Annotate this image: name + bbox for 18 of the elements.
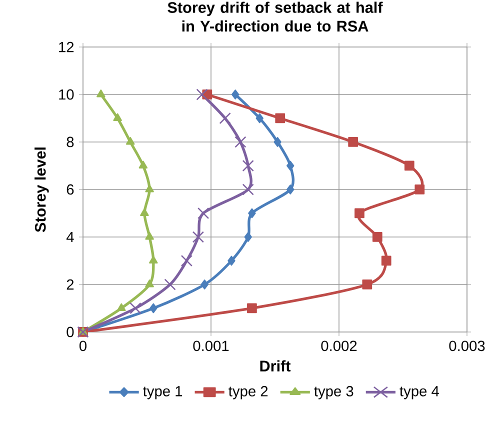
chart-title: Storey drift of setback at half in Y-direction due to RSA — [168, 2, 383, 32]
y-tick-label: 2 — [66, 279, 74, 290]
legend-label: type 2 — [228, 386, 268, 400]
y-tick-label: 10 — [59, 89, 74, 100]
x-tick-label: 0.001 — [193, 340, 229, 352]
x-axis-title: Drift — [260, 360, 291, 372]
x-tick-label: 0 — [79, 340, 86, 352]
x-tick-label: 0.003 — [449, 340, 485, 352]
y-tick-label: 8 — [66, 136, 74, 148]
y-tick-label: 6 — [66, 184, 74, 195]
legend-label: type 3 — [314, 386, 354, 400]
y-tick-label: 4 — [66, 232, 74, 242]
x-tick-label: 0.002 — [321, 340, 357, 352]
y-tick-label: 12 — [59, 42, 74, 52]
legend-label: type 1 — [143, 386, 182, 400]
y-axis-title: Storey level — [34, 148, 49, 232]
y-tick-label: 0 — [66, 326, 74, 338]
legend-label: type 4 — [400, 386, 439, 400]
